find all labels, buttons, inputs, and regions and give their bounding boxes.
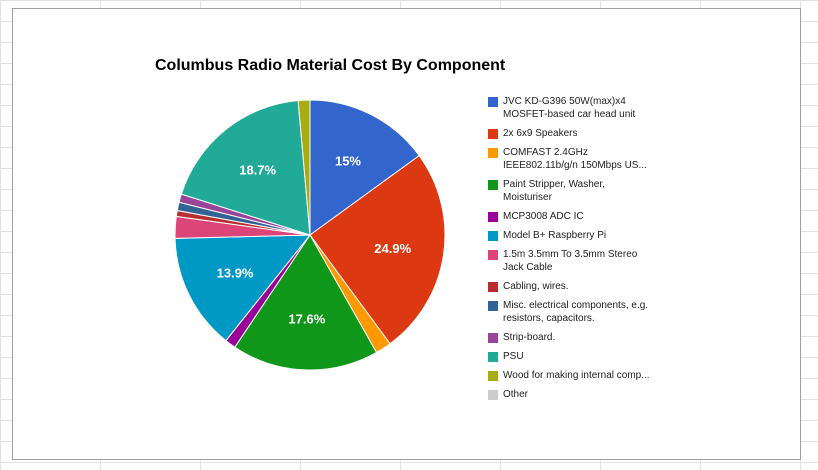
slice-label: 24.9% (374, 241, 411, 256)
legend-swatch (488, 148, 498, 158)
legend-item[interactable]: Wood for making internal comp... (488, 369, 688, 382)
legend-label: Strip-board. (503, 332, 556, 343)
legend-swatch (488, 333, 498, 343)
chart-title: Columbus Radio Material Cost By Componen… (155, 57, 506, 74)
legend-item[interactable]: PSU (488, 350, 688, 363)
legend-swatch (488, 352, 498, 362)
legend-item[interactable]: JVC KD-G396 50W(max)x4 MOSFET-based car … (488, 95, 688, 121)
legend-item[interactable]: 1.5m 3.5mm To 3.5mm Stereo Jack Cable (488, 248, 688, 274)
slice-label: 17.6% (288, 312, 325, 327)
legend-label: PSU (503, 351, 524, 362)
chart-container[interactable]: Columbus Radio Material Cost By Componen… (12, 8, 801, 460)
legend-swatch (488, 129, 498, 139)
legend-label: MCP3008 ADC IC (503, 211, 584, 222)
legend-item[interactable]: Model B+ Raspberry Pi (488, 229, 688, 242)
pie-slice[interactable] (234, 234, 378, 371)
pie-slice[interactable] (180, 99, 311, 236)
legend-swatch (488, 371, 498, 381)
legend-item[interactable]: COMFAST 2.4GHz IEEE802.11b/g/n 150Mbps U… (488, 146, 688, 172)
legend-item[interactable]: Paint Stripper, Washer, Moisturiser (488, 178, 688, 204)
legend-item[interactable]: MCP3008 ADC IC (488, 210, 688, 223)
legend-swatch (488, 250, 498, 260)
pie-chart[interactable]: 15% 24.9% 17.6% 13.9% 18.7% (13, 9, 800, 459)
legend-swatch (488, 282, 498, 292)
chart-legend: JVC KD-G396 50W(max)x4 MOSFET-based car … (488, 95, 688, 407)
legend-item[interactable]: 2x 6x9 Speakers (488, 127, 688, 140)
legend-swatch (488, 390, 498, 400)
legend-item[interactable]: Other (488, 388, 688, 401)
legend-swatch (488, 231, 498, 241)
legend-item[interactable]: Strip-board. (488, 331, 688, 344)
legend-swatch (488, 301, 498, 311)
legend-label: Misc. electrical components, e.g. resist… (503, 300, 649, 324)
legend-label: Paint Stripper, Washer, Moisturiser (503, 179, 605, 203)
legend-swatch (488, 212, 498, 222)
slice-label: 13.9% (217, 265, 254, 280)
pie-slice[interactable] (297, 99, 311, 236)
slice-label: 18.7% (239, 163, 276, 178)
legend-item[interactable]: Cabling, wires. (488, 280, 688, 293)
legend-swatch (488, 97, 498, 107)
legend-label: COMFAST 2.4GHz IEEE802.11b/g/n 150Mbps U… (503, 147, 647, 171)
legend-label: Other (503, 389, 529, 400)
pie-slice[interactable] (309, 154, 446, 345)
legend-swatch (488, 180, 498, 190)
pie-slice[interactable] (309, 99, 420, 236)
legend-label: Cabling, wires. (503, 281, 569, 292)
pie-slice[interactable] (174, 234, 312, 342)
legend-label: 1.5m 3.5mm To 3.5mm Stereo Jack Cable (503, 249, 638, 273)
slice-label: 15% (335, 153, 361, 168)
legend-label: JVC KD-G396 50W(max)x4 MOSFET-based car … (503, 96, 636, 120)
legend-label: Wood for making internal comp... (503, 370, 650, 381)
legend-label: 2x 6x9 Speakers (503, 128, 578, 139)
legend-label: Model B+ Raspberry Pi (503, 230, 607, 241)
legend-item[interactable]: Misc. electrical components, e.g. resist… (488, 299, 688, 325)
